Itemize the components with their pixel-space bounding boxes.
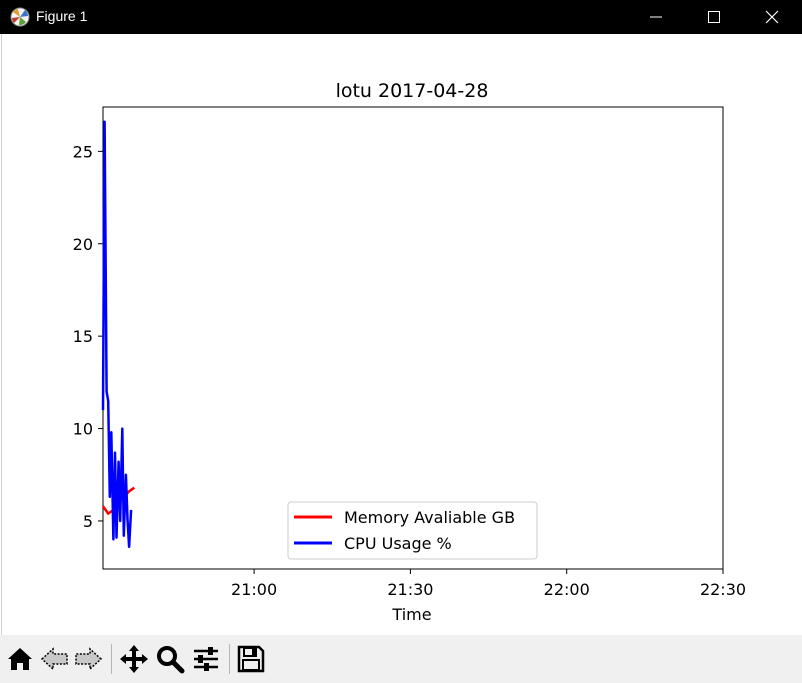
- figure-canvas: lotu 2017-04-28 5 10 15 20 25 21:00 21:30 22:0…: [1, 34, 802, 635]
- legend: Memory Avaliable GB CPU Usage %: [287, 501, 538, 560]
- plot-area: [102, 106, 724, 570]
- home-icon: [8, 648, 32, 670]
- zoom-magnifier-icon: [157, 646, 185, 674]
- back-button[interactable]: [39, 643, 71, 675]
- configure-subplots-button[interactable]: [190, 643, 222, 675]
- x-tick-label: 22:30: [700, 580, 746, 599]
- x-axis-label: Time: [391, 605, 431, 624]
- minimize-icon: [650, 16, 662, 18]
- maximize-icon: [708, 11, 720, 23]
- y-tick-label: 15: [73, 327, 93, 346]
- home-button[interactable]: [4, 643, 36, 675]
- legend-label-memory: Memory Avaliable GB: [344, 508, 515, 527]
- window-titlebar: Figure 1: [0, 0, 802, 34]
- close-button[interactable]: [743, 0, 801, 34]
- y-axis: 5 10 15 20 25: [73, 142, 103, 531]
- maximize-button[interactable]: [685, 0, 743, 34]
- configure-subplots-icon: [194, 647, 218, 671]
- close-icon: [765, 10, 779, 24]
- y-tick-label: 10: [73, 420, 93, 439]
- y-tick-label: 25: [73, 142, 93, 161]
- toolbar-separator: [111, 644, 112, 674]
- y-tick-label: 5: [83, 512, 93, 531]
- navigation-toolbar: [0, 635, 802, 683]
- x-tick-label: 21:00: [231, 580, 277, 599]
- toolbar-separator: [229, 644, 230, 674]
- line-chart: lotu 2017-04-28 5 10 15 20 25 21:00 21:30 22:0…: [73, 80, 746, 624]
- y-tick-label: 20: [73, 235, 93, 254]
- window-title: Figure 1: [36, 8, 88, 24]
- x-tick-label: 22:00: [544, 580, 590, 599]
- x-axis: 21:00 21:30 22:00 22:30: [231, 569, 746, 599]
- pan-move-icon: [120, 645, 148, 673]
- forward-arrow-icon: [75, 647, 103, 671]
- legend-label-cpu: CPU Usage %: [344, 534, 452, 553]
- save-floppy-icon: [237, 645, 265, 673]
- forward-button[interactable]: [72, 643, 104, 675]
- back-arrow-icon: [40, 647, 68, 671]
- zoom-button[interactable]: [154, 643, 186, 675]
- matplotlib-icon: [10, 7, 30, 27]
- pan-button[interactable]: [118, 643, 150, 675]
- series-line-cpu: [101, 120, 133, 549]
- minimize-button[interactable]: [627, 0, 685, 34]
- chart-title: lotu 2017-04-28: [336, 80, 489, 102]
- series-lines: [101, 120, 136, 549]
- save-button[interactable]: [235, 643, 267, 675]
- legend-box: [287, 501, 538, 560]
- x-tick-label: 21:30: [387, 580, 433, 599]
